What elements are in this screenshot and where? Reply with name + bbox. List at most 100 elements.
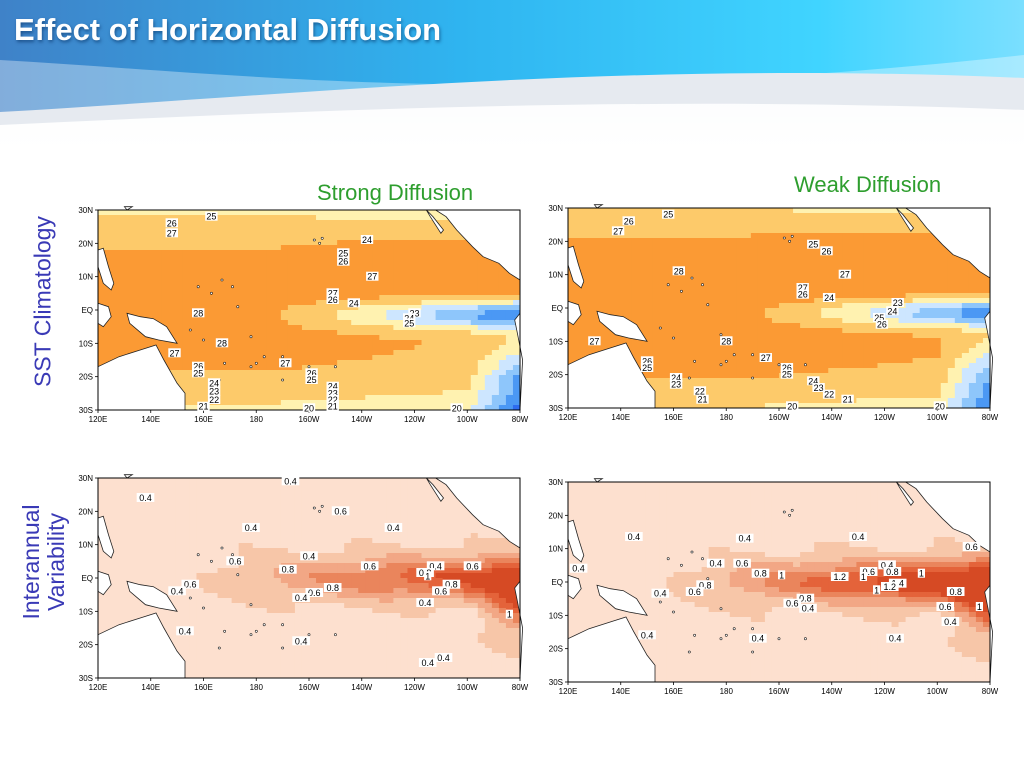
field-cell [428, 220, 436, 226]
field-cell [708, 208, 717, 214]
field-cell [870, 228, 878, 234]
field-cell [182, 300, 190, 306]
field-cell [407, 300, 415, 306]
field-cell [828, 233, 836, 239]
field-cell [624, 248, 632, 254]
field-cell [659, 318, 667, 324]
field-cell [736, 283, 745, 289]
field-cell [729, 338, 738, 344]
field-cell [512, 340, 521, 346]
field-cell [764, 248, 773, 254]
field-cell [175, 355, 183, 361]
field-cell [666, 343, 674, 349]
field-cell [379, 390, 387, 396]
field-cell [386, 360, 394, 366]
island [777, 363, 781, 367]
field-cell [750, 298, 759, 304]
field-cell [589, 348, 597, 354]
field-cell [757, 283, 766, 289]
field-cell [294, 360, 303, 366]
field-cell [835, 343, 843, 349]
field-cell [722, 308, 731, 314]
field-cell [708, 338, 717, 344]
field-cell [252, 325, 261, 331]
field-cell [421, 255, 429, 261]
field-cell [337, 330, 345, 336]
field-cell [245, 230, 254, 236]
field-cell [891, 383, 899, 389]
field-cell [477, 365, 486, 371]
contour-label-bg [215, 338, 229, 348]
field-cell [252, 240, 261, 246]
field-cell [147, 295, 155, 301]
field-cell [617, 313, 625, 319]
field-cell [856, 213, 864, 219]
field-cell [280, 385, 289, 391]
field-cell [729, 363, 738, 369]
contour-label-bg [192, 368, 205, 378]
field-cell [463, 245, 472, 251]
field-cell [926, 233, 935, 239]
field-cell [330, 360, 338, 366]
field-cell [484, 330, 493, 336]
field-cell [463, 285, 472, 291]
field-cell [708, 383, 717, 389]
field-cell [680, 293, 688, 299]
field-cell [379, 325, 387, 331]
field-cell [800, 333, 808, 339]
field-cell [323, 220, 331, 226]
field-cell [351, 225, 359, 231]
strong-diffusion-label: Strong Diffusion [317, 180, 474, 205]
field-cell [316, 360, 324, 366]
field-cell [652, 248, 660, 254]
field-cell [884, 353, 892, 359]
field-cell [477, 275, 486, 281]
field-cell [828, 253, 836, 259]
field-cell [835, 253, 843, 259]
field-cell [358, 325, 366, 331]
field-cell [294, 330, 303, 336]
field-cell [294, 210, 303, 216]
field-cell [407, 295, 415, 301]
contour-label: 23 [328, 388, 338, 398]
field-cell [596, 248, 604, 254]
field-cell [126, 295, 134, 301]
field-cell [203, 350, 211, 356]
field-cell [800, 298, 808, 304]
field-cell [484, 355, 493, 361]
field-cell [280, 230, 289, 236]
field-cell [807, 303, 815, 309]
field-cell [736, 383, 745, 389]
field-cell [947, 398, 956, 404]
field-cell [484, 380, 493, 386]
field-cell [337, 315, 345, 321]
field-cell [196, 375, 204, 381]
field-cell [217, 245, 225, 251]
field-cell [105, 240, 113, 246]
field-cell [743, 398, 752, 404]
field-cell [849, 313, 857, 319]
field-cell [372, 210, 380, 216]
field-cell [898, 348, 906, 354]
field-cell [400, 285, 408, 291]
island [782, 236, 786, 240]
field-cell [175, 290, 183, 296]
field-cell [393, 260, 401, 266]
field-cell [238, 375, 247, 381]
field-cell [323, 245, 331, 251]
field-cell [807, 313, 815, 319]
field-cell [463, 310, 472, 316]
field-cell [835, 298, 843, 304]
field-cell [224, 215, 233, 221]
field-cell [294, 385, 303, 391]
field-cell [259, 320, 268, 326]
field-cell [694, 283, 703, 289]
field-cell [645, 258, 653, 264]
field-cell [421, 220, 429, 226]
field-cell [568, 243, 576, 249]
contour-label-bg [403, 318, 416, 328]
field-cell [491, 355, 500, 361]
field-cell [126, 275, 134, 281]
field-cell [365, 290, 373, 296]
field-cell [386, 340, 394, 346]
